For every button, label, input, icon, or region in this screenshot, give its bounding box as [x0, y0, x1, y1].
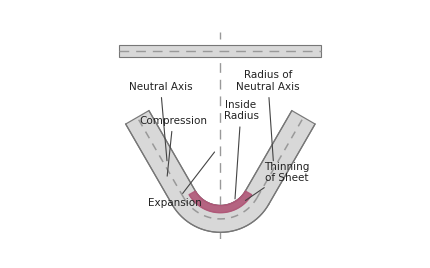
Text: Expansion: Expansion	[148, 152, 215, 209]
Polygon shape	[189, 191, 252, 213]
Polygon shape	[126, 111, 315, 232]
Text: Inside
Radius: Inside Radius	[224, 100, 258, 199]
Text: Neutral Axis: Neutral Axis	[129, 82, 192, 161]
Text: Thinning
of Sheet: Thinning of Sheet	[246, 162, 309, 200]
FancyBboxPatch shape	[119, 44, 322, 57]
Text: Radius of
Neutral Axis: Radius of Neutral Axis	[236, 70, 300, 161]
Text: Compression: Compression	[139, 116, 207, 176]
